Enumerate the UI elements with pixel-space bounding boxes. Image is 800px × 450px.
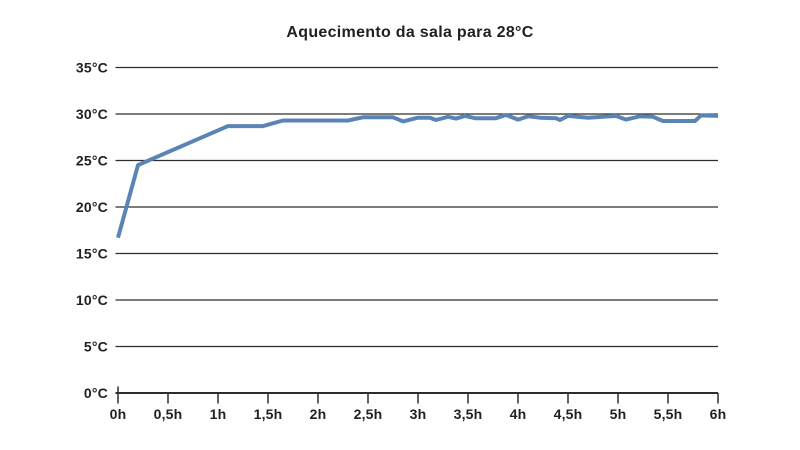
x-axis-label: 1,5h: [254, 406, 283, 422]
x-axis-label: 5h: [610, 406, 627, 422]
y-axis-label: 0°C: [84, 385, 108, 401]
x-axis-label: 5,5h: [654, 406, 683, 422]
y-axis-label: 30°C: [76, 106, 108, 122]
x-axis-label: 4,5h: [554, 406, 583, 422]
x-axis-label: 0h: [110, 406, 127, 422]
y-axis-label: 25°C: [76, 153, 108, 169]
x-axis-label: 2,5h: [354, 406, 383, 422]
y-axis-label: 5°C: [84, 339, 108, 355]
x-axis-label: 6h: [710, 406, 727, 422]
x-axis-label: 0,5h: [154, 406, 183, 422]
y-axis-label: 10°C: [76, 292, 108, 308]
y-axis-label: 20°C: [76, 199, 108, 215]
y-axis-label: 35°C: [76, 60, 108, 76]
x-axis-label: 2h: [310, 406, 327, 422]
chart-title: Aquecimento da sala para 28°C: [286, 24, 534, 41]
y-axis-label: 15°C: [76, 246, 108, 262]
x-axis-label: 4h: [510, 406, 527, 422]
x-axis-label: 3h: [410, 406, 427, 422]
x-axis-label: 1h: [210, 406, 227, 422]
x-axis-label: 3,5h: [454, 406, 483, 422]
series-line-temperatura-da-sala: [116, 112, 719, 239]
